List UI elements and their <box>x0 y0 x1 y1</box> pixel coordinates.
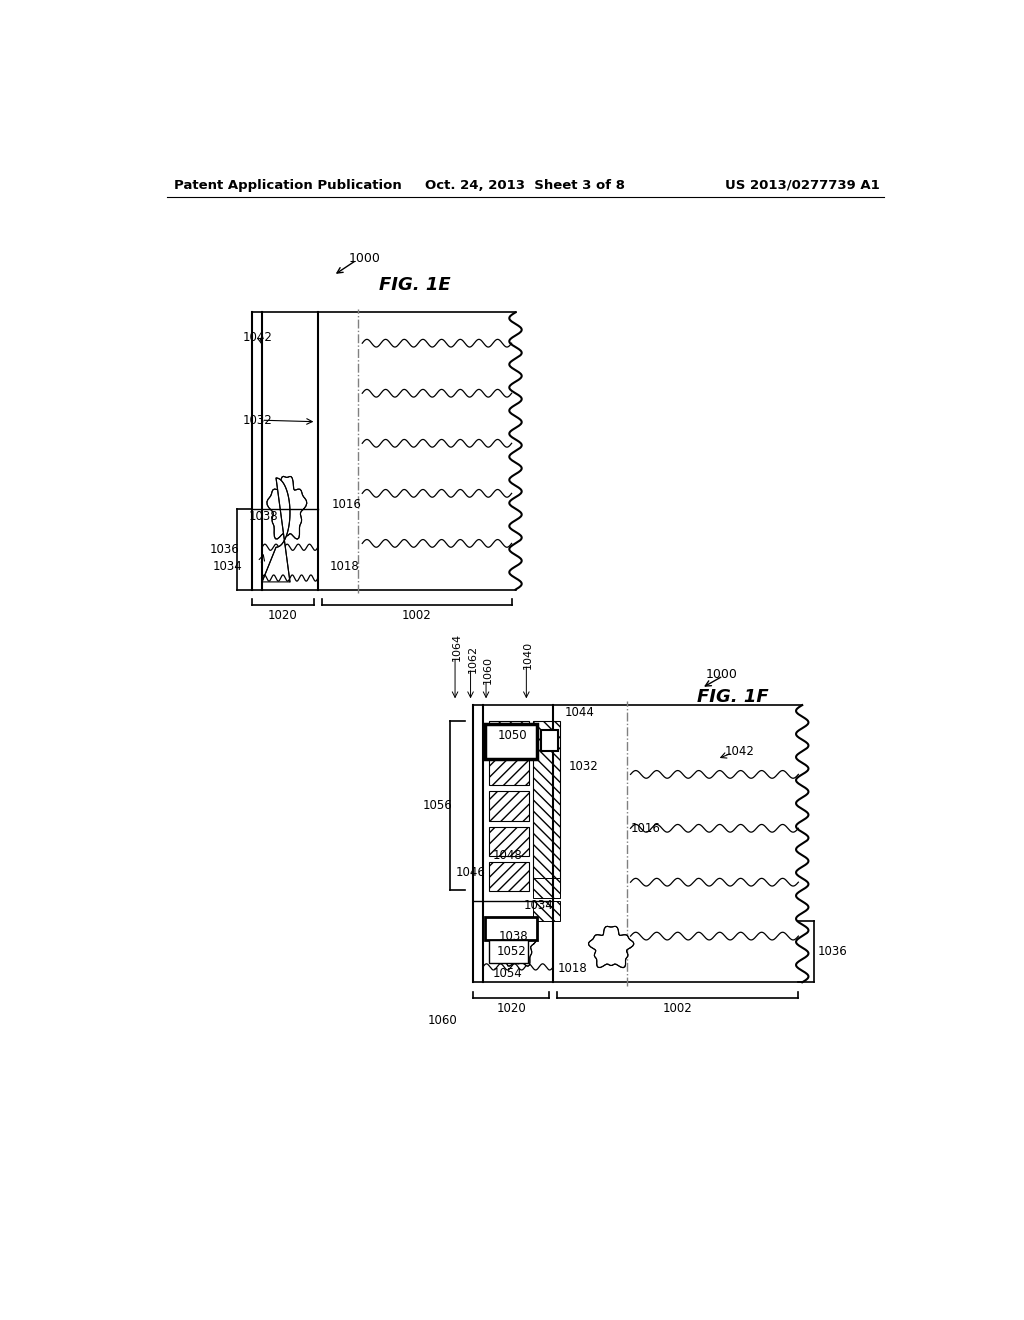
Bar <box>489 756 529 785</box>
Bar <box>489 862 529 891</box>
Bar <box>489 721 529 750</box>
Bar <box>485 917 538 940</box>
Text: Patent Application Publication: Patent Application Publication <box>174 178 402 191</box>
Text: 1034: 1034 <box>523 899 553 912</box>
Text: 1002: 1002 <box>401 610 431 622</box>
Text: 1052: 1052 <box>497 945 526 958</box>
Text: 1036: 1036 <box>818 945 848 958</box>
Text: 1034: 1034 <box>213 560 243 573</box>
Text: 1054: 1054 <box>493 966 523 979</box>
Text: 1036: 1036 <box>209 543 240 556</box>
Polygon shape <box>500 920 537 966</box>
Text: 1060: 1060 <box>483 656 493 685</box>
Polygon shape <box>589 927 634 968</box>
Text: 1050: 1050 <box>498 730 527 742</box>
Text: 1002: 1002 <box>663 1002 692 1015</box>
Bar <box>489 792 529 821</box>
Text: FIG. 1E: FIG. 1E <box>379 276 451 294</box>
Text: 1038: 1038 <box>249 510 279 523</box>
Text: 1016: 1016 <box>332 499 361 511</box>
Polygon shape <box>267 477 307 539</box>
Polygon shape <box>262 478 290 582</box>
Text: FIG. 1F: FIG. 1F <box>696 689 768 706</box>
Bar <box>485 725 538 759</box>
Text: US 2013/0277739 A1: US 2013/0277739 A1 <box>725 178 880 191</box>
Text: 1000: 1000 <box>706 668 737 681</box>
Bar <box>489 940 528 964</box>
Bar <box>534 902 560 921</box>
Text: 1060: 1060 <box>428 1014 458 1027</box>
Text: 1020: 1020 <box>268 610 298 622</box>
Bar <box>489 826 529 857</box>
Text: 1000: 1000 <box>349 252 381 265</box>
Text: 1042: 1042 <box>243 330 272 343</box>
Bar <box>541 730 558 751</box>
Text: 1018: 1018 <box>558 962 588 975</box>
Text: 1064: 1064 <box>452 634 462 661</box>
Text: 1032: 1032 <box>243 413 272 426</box>
Text: 1020: 1020 <box>497 1002 526 1015</box>
Bar <box>534 878 560 898</box>
Text: 1018: 1018 <box>330 560 359 573</box>
Text: 1042: 1042 <box>725 744 755 758</box>
Text: 1048: 1048 <box>493 849 523 862</box>
Text: 1040: 1040 <box>523 642 534 669</box>
Text: Oct. 24, 2013  Sheet 3 of 8: Oct. 24, 2013 Sheet 3 of 8 <box>425 178 625 191</box>
Text: 1038: 1038 <box>499 929 528 942</box>
Text: 1032: 1032 <box>568 760 598 774</box>
Text: 1016: 1016 <box>631 822 660 834</box>
Text: 1056: 1056 <box>423 799 453 812</box>
Bar <box>534 721 560 891</box>
Text: 1062: 1062 <box>467 645 477 673</box>
Text: 1046: 1046 <box>456 866 485 879</box>
Text: 1044: 1044 <box>564 706 594 719</box>
